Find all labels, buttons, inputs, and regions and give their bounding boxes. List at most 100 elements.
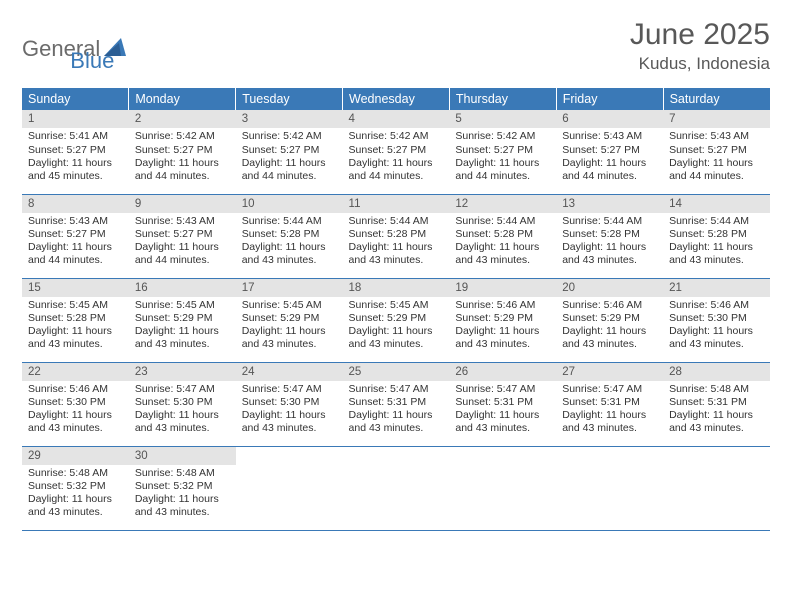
weekday-header: Wednesday — [343, 88, 450, 110]
day-data: Sunrise: 5:42 AMSunset: 5:27 PMDaylight:… — [129, 128, 236, 187]
calendar-week-row: 1Sunrise: 5:41 AMSunset: 5:27 PMDaylight… — [22, 110, 770, 194]
day-number: 20 — [556, 279, 663, 297]
sunset-line: Sunset: 5:27 PM — [28, 228, 123, 241]
sunrise-line: Sunrise: 5:43 AM — [669, 130, 764, 143]
calendar-day-cell: 25Sunrise: 5:47 AMSunset: 5:31 PMDayligh… — [343, 362, 450, 446]
sunset-line: Sunset: 5:28 PM — [562, 228, 657, 241]
sunset-line: Sunset: 5:28 PM — [242, 228, 337, 241]
day-number: 7 — [663, 110, 770, 128]
weekday-header: Sunday — [22, 88, 129, 110]
weekday-header: Tuesday — [236, 88, 343, 110]
day-data: Sunrise: 5:42 AMSunset: 5:27 PMDaylight:… — [236, 128, 343, 187]
calendar-day-cell: 28Sunrise: 5:48 AMSunset: 5:31 PMDayligh… — [663, 362, 770, 446]
calendar-day-cell: 24Sunrise: 5:47 AMSunset: 5:30 PMDayligh… — [236, 362, 343, 446]
month-title: June 2025 — [630, 18, 770, 52]
daylight-line: Daylight: 11 hours and 43 minutes. — [242, 409, 337, 435]
day-number: 16 — [129, 279, 236, 297]
calendar-day-cell — [556, 446, 663, 530]
day-data: Sunrise: 5:43 AMSunset: 5:27 PMDaylight:… — [22, 213, 129, 272]
day-number: 18 — [343, 279, 450, 297]
day-number: 22 — [22, 363, 129, 381]
day-number: 29 — [22, 447, 129, 465]
daylight-line: Daylight: 11 hours and 43 minutes. — [669, 409, 764, 435]
sunrise-line: Sunrise: 5:42 AM — [349, 130, 444, 143]
daylight-line: Daylight: 11 hours and 44 minutes. — [349, 157, 444, 183]
daylight-line: Daylight: 11 hours and 43 minutes. — [242, 241, 337, 267]
weekday-header: Saturday — [663, 88, 770, 110]
day-data: Sunrise: 5:42 AMSunset: 5:27 PMDaylight:… — [343, 128, 450, 187]
day-data: Sunrise: 5:45 AMSunset: 5:29 PMDaylight:… — [343, 297, 450, 356]
day-number: 5 — [449, 110, 556, 128]
calendar-day-cell: 22Sunrise: 5:46 AMSunset: 5:30 PMDayligh… — [22, 362, 129, 446]
calendar-day-cell: 26Sunrise: 5:47 AMSunset: 5:31 PMDayligh… — [449, 362, 556, 446]
day-data: Sunrise: 5:43 AMSunset: 5:27 PMDaylight:… — [129, 213, 236, 272]
day-number: 27 — [556, 363, 663, 381]
day-data: Sunrise: 5:47 AMSunset: 5:31 PMDaylight:… — [556, 381, 663, 440]
calendar-week-row: 29Sunrise: 5:48 AMSunset: 5:32 PMDayligh… — [22, 446, 770, 530]
day-number: 6 — [556, 110, 663, 128]
daylight-line: Daylight: 11 hours and 44 minutes. — [669, 157, 764, 183]
sunrise-line: Sunrise: 5:42 AM — [455, 130, 550, 143]
sunrise-line: Sunrise: 5:47 AM — [562, 383, 657, 396]
calendar-week-row: 22Sunrise: 5:46 AMSunset: 5:30 PMDayligh… — [22, 362, 770, 446]
day-number: 30 — [129, 447, 236, 465]
day-data: Sunrise: 5:42 AMSunset: 5:27 PMDaylight:… — [449, 128, 556, 187]
calendar-day-cell: 12Sunrise: 5:44 AMSunset: 5:28 PMDayligh… — [449, 194, 556, 278]
daylight-line: Daylight: 11 hours and 43 minutes. — [562, 325, 657, 351]
day-data: Sunrise: 5:46 AMSunset: 5:29 PMDaylight:… — [449, 297, 556, 356]
daylight-line: Daylight: 11 hours and 43 minutes. — [669, 325, 764, 351]
day-data: Sunrise: 5:48 AMSunset: 5:31 PMDaylight:… — [663, 381, 770, 440]
sunset-line: Sunset: 5:28 PM — [28, 312, 123, 325]
day-data: Sunrise: 5:46 AMSunset: 5:29 PMDaylight:… — [556, 297, 663, 356]
day-number: 2 — [129, 110, 236, 128]
sunrise-line: Sunrise: 5:44 AM — [562, 215, 657, 228]
calendar-day-cell — [663, 446, 770, 530]
day-data: Sunrise: 5:44 AMSunset: 5:28 PMDaylight:… — [236, 213, 343, 272]
day-data: Sunrise: 5:46 AMSunset: 5:30 PMDaylight:… — [22, 381, 129, 440]
day-data: Sunrise: 5:43 AMSunset: 5:27 PMDaylight:… — [556, 128, 663, 187]
calendar-day-cell — [343, 446, 450, 530]
sunset-line: Sunset: 5:31 PM — [349, 396, 444, 409]
calendar-day-cell: 23Sunrise: 5:47 AMSunset: 5:30 PMDayligh… — [129, 362, 236, 446]
daylight-line: Daylight: 11 hours and 44 minutes. — [562, 157, 657, 183]
sunrise-line: Sunrise: 5:46 AM — [669, 299, 764, 312]
sunset-line: Sunset: 5:27 PM — [349, 144, 444, 157]
calendar-day-cell — [236, 446, 343, 530]
day-number: 12 — [449, 195, 556, 213]
calendar-day-cell: 18Sunrise: 5:45 AMSunset: 5:29 PMDayligh… — [343, 278, 450, 362]
daylight-line: Daylight: 11 hours and 43 minutes. — [562, 241, 657, 267]
sunset-line: Sunset: 5:29 PM — [455, 312, 550, 325]
calendar-day-cell: 21Sunrise: 5:46 AMSunset: 5:30 PMDayligh… — [663, 278, 770, 362]
day-data: Sunrise: 5:45 AMSunset: 5:28 PMDaylight:… — [22, 297, 129, 356]
location: Kudus, Indonesia — [630, 54, 770, 74]
sunset-line: Sunset: 5:28 PM — [669, 228, 764, 241]
calendar-day-cell: 15Sunrise: 5:45 AMSunset: 5:28 PMDayligh… — [22, 278, 129, 362]
day-data: Sunrise: 5:45 AMSunset: 5:29 PMDaylight:… — [129, 297, 236, 356]
sunset-line: Sunset: 5:30 PM — [28, 396, 123, 409]
day-number: 26 — [449, 363, 556, 381]
daylight-line: Daylight: 11 hours and 43 minutes. — [135, 409, 230, 435]
daylight-line: Daylight: 11 hours and 45 minutes. — [28, 157, 123, 183]
day-number: 3 — [236, 110, 343, 128]
calendar-day-cell: 1Sunrise: 5:41 AMSunset: 5:27 PMDaylight… — [22, 110, 129, 194]
calendar-day-cell: 11Sunrise: 5:44 AMSunset: 5:28 PMDayligh… — [343, 194, 450, 278]
daylight-line: Daylight: 11 hours and 43 minutes. — [28, 493, 123, 519]
sunrise-line: Sunrise: 5:44 AM — [242, 215, 337, 228]
daylight-line: Daylight: 11 hours and 43 minutes. — [135, 325, 230, 351]
sunrise-line: Sunrise: 5:45 AM — [135, 299, 230, 312]
weekday-header-row: Sunday Monday Tuesday Wednesday Thursday… — [22, 88, 770, 110]
sunrise-line: Sunrise: 5:45 AM — [349, 299, 444, 312]
day-data: Sunrise: 5:48 AMSunset: 5:32 PMDaylight:… — [129, 465, 236, 524]
sunset-line: Sunset: 5:30 PM — [135, 396, 230, 409]
daylight-line: Daylight: 11 hours and 44 minutes. — [28, 241, 123, 267]
daylight-line: Daylight: 11 hours and 44 minutes. — [135, 157, 230, 183]
calendar-day-cell: 19Sunrise: 5:46 AMSunset: 5:29 PMDayligh… — [449, 278, 556, 362]
sunset-line: Sunset: 5:27 PM — [242, 144, 337, 157]
daylight-line: Daylight: 11 hours and 43 minutes. — [562, 409, 657, 435]
sunrise-line: Sunrise: 5:48 AM — [135, 467, 230, 480]
daylight-line: Daylight: 11 hours and 43 minutes. — [135, 493, 230, 519]
sunset-line: Sunset: 5:27 PM — [669, 144, 764, 157]
sunrise-line: Sunrise: 5:46 AM — [28, 383, 123, 396]
calendar-day-cell: 2Sunrise: 5:42 AMSunset: 5:27 PMDaylight… — [129, 110, 236, 194]
day-data: Sunrise: 5:45 AMSunset: 5:29 PMDaylight:… — [236, 297, 343, 356]
